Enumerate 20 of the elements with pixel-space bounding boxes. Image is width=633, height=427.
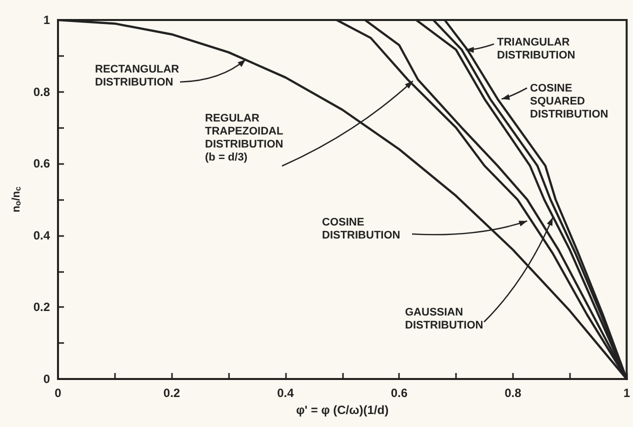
x-tick-label: 1 [623,386,630,400]
annotation: REGULAR TRAPEZOIDAL DISTRIBUTION (b = d/3) [205,112,284,164]
x-tick-label: 0 [54,386,62,400]
y-tick-label: 0.8 [33,84,50,99]
x-tick-label: 0.6 [390,386,408,400]
x-axis-title: φ' = φ (C/ω)(1/d) [296,402,389,417]
x-tick-label: 0.4 [277,386,294,400]
annotation: COSINE SQUARED DISTRIBUTION [530,82,608,120]
y-tick-label: 0.4 [33,228,50,242]
x-tick-label: 0.8 [504,386,522,400]
y-tick-label: 0 [43,372,50,386]
annotation: TRIANGULAR DISTRIBUTION [497,36,576,62]
y-axis-title: no/nc [10,186,22,212]
y-tick-label: 0.6 [33,156,50,171]
annotation: RECTANGULAR DISTRIBUTION [95,64,180,88]
annotation: GAUSSIAN DISTRIBUTION [405,306,484,332]
y-tick-label: 0.2 [33,300,50,314]
y-tick-label: 1 [43,13,50,27]
x-tick-label: 0.2 [163,386,180,400]
annotation: COSINE DISTRIBUTION [322,216,400,242]
